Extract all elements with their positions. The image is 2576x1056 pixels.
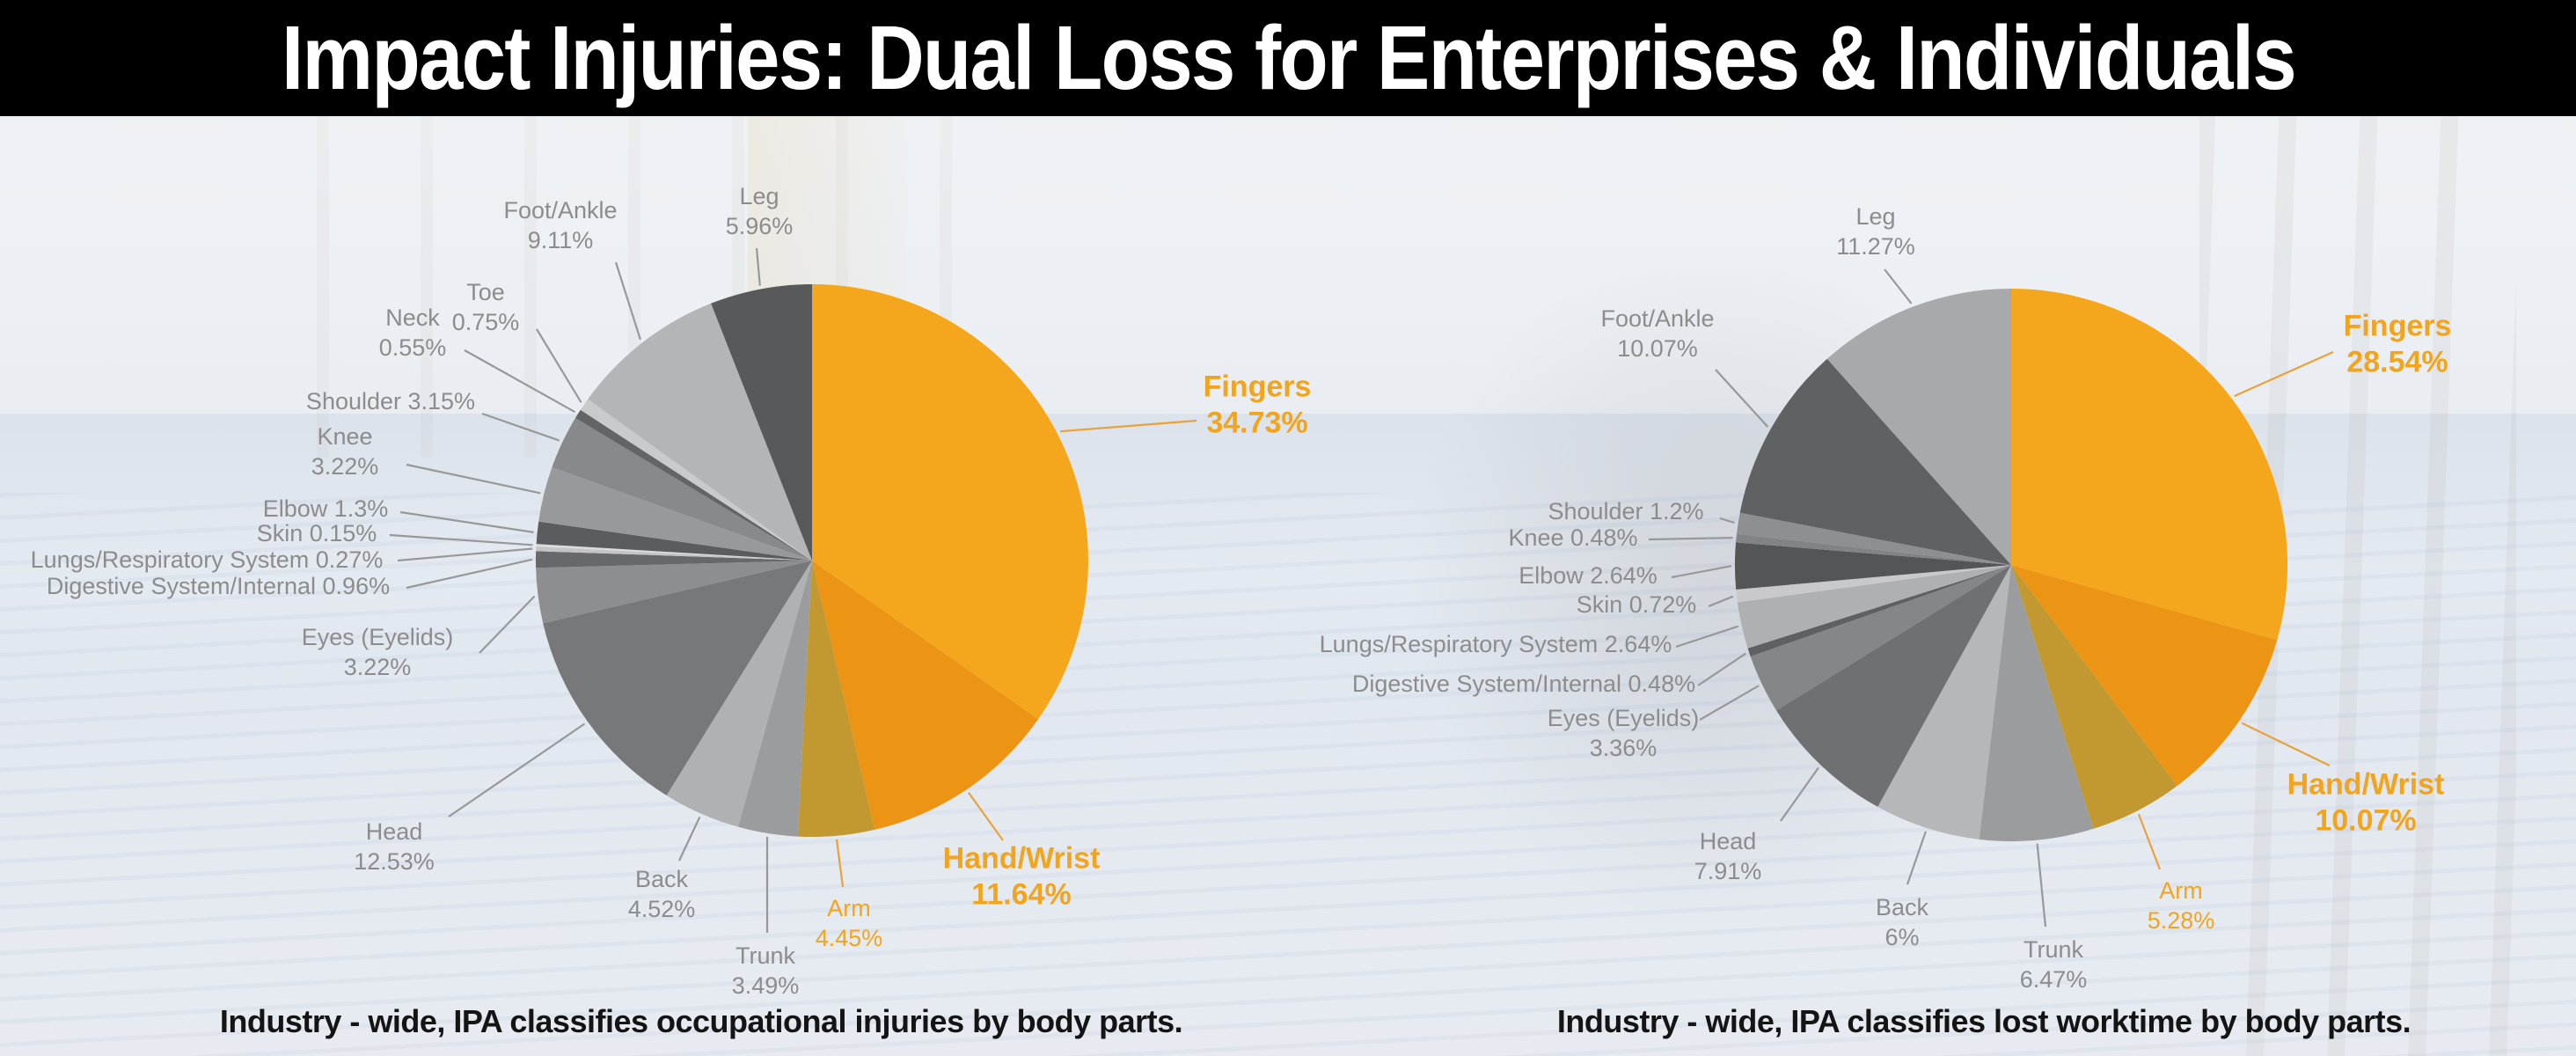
chart1-slice-foot-ankle [588, 303, 812, 561]
chart2-leader-shoulder [1719, 517, 1735, 524]
chart2-leader-digestive-system-internal [1697, 652, 1746, 686]
chart1-slice-leg [711, 284, 812, 561]
chart1-slice-arm [797, 561, 875, 838]
chart1-slice-elbow [536, 521, 812, 561]
chart1-leader-foot-ankle [614, 261, 641, 341]
chart2-slice-knee [1736, 533, 2011, 565]
page-title: Impact Injuries: Dual Loss for Enterpris… [144, 0, 2433, 116]
chart1-leader-leg [755, 247, 761, 286]
chart1-slice-lungs-respiratory-system [536, 546, 812, 561]
chart2-slice-foot-ankle [1739, 358, 2011, 565]
chart1-slice-fingers [812, 284, 1088, 720]
chart1-slice-shoulder [552, 418, 812, 561]
chart2-leader-foot-ankle [1715, 369, 1769, 428]
chart2-leader-leg [1884, 268, 1913, 304]
title-bar: Impact Injuries: Dual Loss for Enterpris… [0, 0, 2576, 116]
chart2-leader-head [1780, 766, 1819, 822]
chart1-leader-neck [464, 349, 576, 414]
chart1-leader-eyes-eyelids [479, 595, 536, 654]
chart2-slice-skin [1736, 565, 2011, 603]
chart1-leader-toe [536, 328, 582, 403]
chart1-slice-eyes-eyelids [536, 561, 812, 624]
chart2-slice-fingers [2011, 289, 2288, 641]
chart1-leader-back [678, 816, 701, 862]
chart2-slice-eyes-eyelids [1750, 565, 2011, 711]
chart2-leader-hand-wrist [2241, 722, 2331, 766]
chart2-slice-leg [1826, 289, 2011, 565]
chart2-leader-trunk [2036, 843, 2047, 928]
chart1-leader-shoulder [481, 412, 560, 442]
chart1-leader-head [448, 722, 586, 818]
chart2-slice-hand-wrist [2011, 565, 2278, 787]
chart2-leader-arm [2137, 813, 2162, 870]
chart2-slice-arm [2011, 565, 2177, 829]
chart1-slice-head [543, 561, 812, 796]
chart2-slice-back [1877, 565, 2011, 840]
chart1-leader-arm [835, 839, 845, 888]
chart2-slice-elbow [1734, 542, 2011, 590]
chart2-leader-lungs-respiratory-system [1675, 625, 1739, 649]
chart2-slice-digestive-system-internal [1747, 565, 2011, 656]
chart2-leader-skin [1708, 595, 1734, 608]
chart2-leader-fingers [2234, 350, 2334, 398]
chart1-leader-skin [389, 533, 533, 546]
chart2-leader-back [1906, 831, 1927, 885]
chart1-slice-back [666, 561, 812, 827]
chart2-slice-lungs-respiratory-system [1737, 565, 2011, 649]
page-title-text: Impact Injuries: Dual Loss for Enterpris… [281, 7, 2297, 108]
chart2-leader-elbow [1671, 565, 1732, 579]
chart1-leader-knee [406, 463, 541, 495]
chart1-leader-lungs-respiratory-system [397, 547, 533, 562]
right-chart-caption: Industry - wide, IPA classifies lost wor… [1556, 1003, 2411, 1039]
chart1-slice-knee [538, 467, 812, 561]
chart1-slice-skin [536, 544, 812, 561]
chart1-leader-fingers [1060, 419, 1197, 433]
chart1-slice-trunk [738, 561, 812, 837]
chart1-leader-elbow [399, 510, 534, 533]
chart2-slice-trunk [1979, 565, 2094, 842]
chart1-slice-hand-wrist [812, 561, 1039, 830]
chart1-leader-digestive-system-internal [406, 558, 533, 590]
chart1-slice-neck [575, 409, 812, 561]
left-chart-caption: Industry - wide, IPA classifies occupati… [219, 1003, 1183, 1039]
chart1-slice-toe [580, 399, 812, 561]
chart1-leader-hand-wrist [968, 791, 1004, 841]
chart2-leader-eyes-eyelids [1699, 685, 1760, 721]
chart2-leader-knee [1648, 537, 1733, 541]
chart2-slice-shoulder [1737, 512, 2011, 565]
chart1-slice-digestive-system-internal [536, 551, 812, 568]
chart2-slice-head [1776, 565, 2011, 807]
